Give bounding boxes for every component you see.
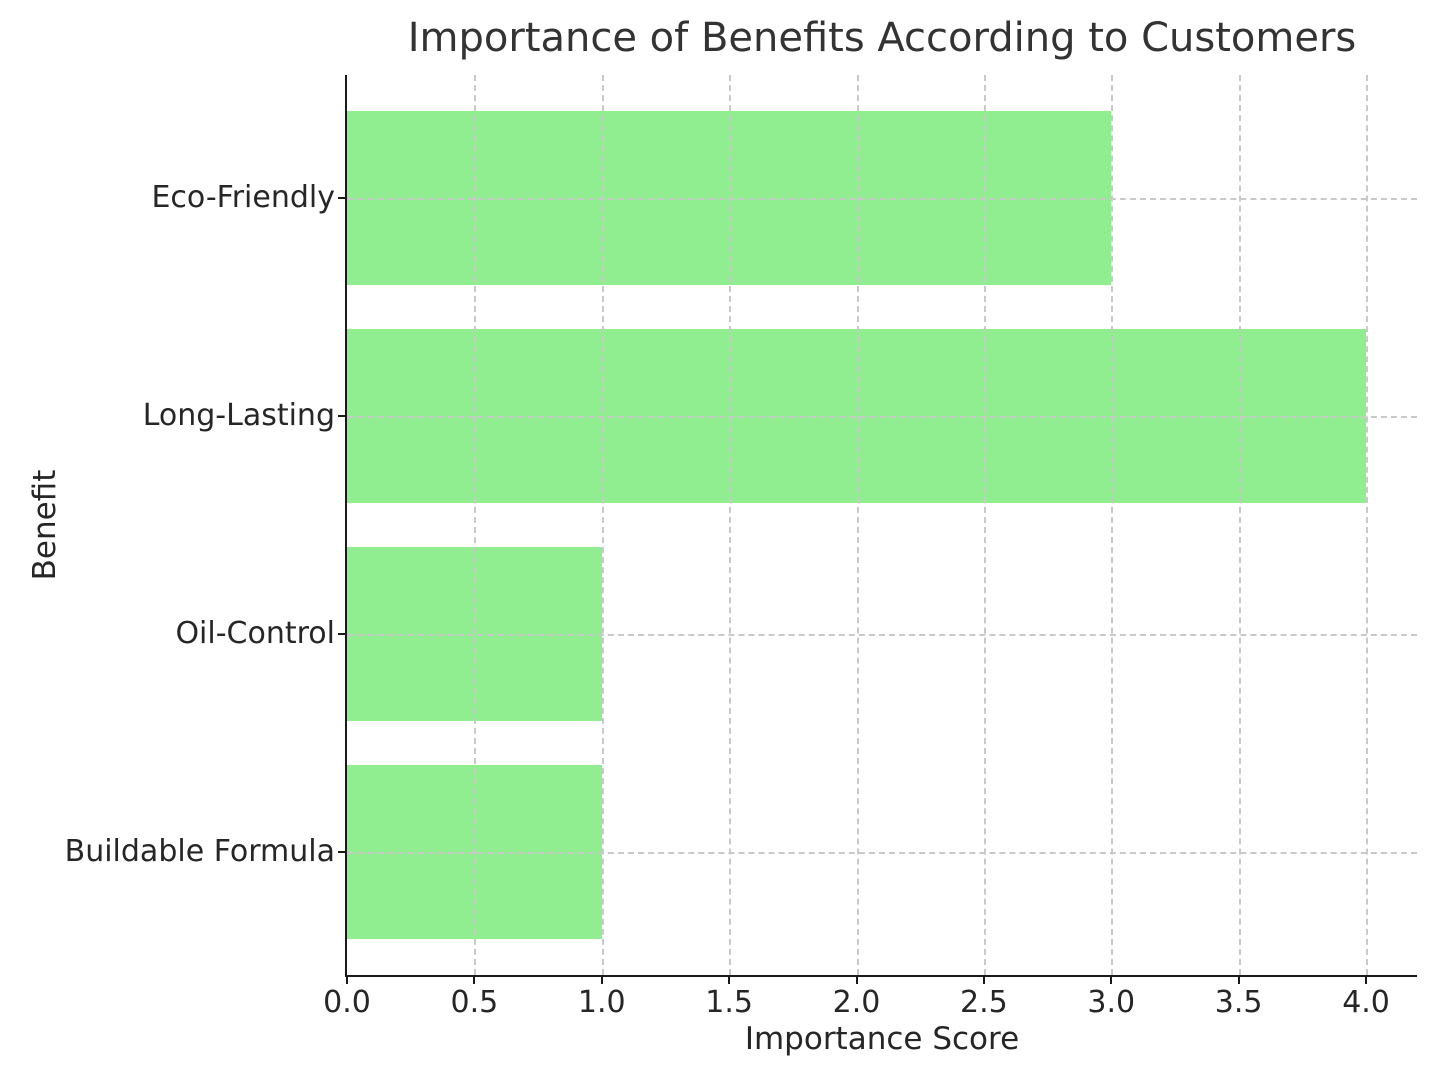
x-tick-label: 2.5: [960, 985, 1008, 1020]
y-gridline: [347, 198, 1417, 201]
x-tick-label: 2.0: [832, 985, 881, 1020]
y-gridline: [347, 633, 1417, 636]
x-gridline: [856, 75, 859, 975]
x-gridline: [1111, 75, 1114, 975]
x-tick-label: 4.0: [1342, 985, 1390, 1020]
y-tick-label: Oil-Control: [175, 615, 335, 651]
x-gridline: [1238, 75, 1241, 975]
x-tick-mark: [982, 975, 985, 984]
y-axis-spine: [345, 75, 347, 977]
x-tick-mark: [1365, 975, 1368, 984]
x-gridline: [1366, 75, 1369, 975]
x-tick-mark: [855, 975, 858, 984]
x-axis-spine: [345, 975, 1417, 977]
y-tick-mark: [338, 415, 347, 418]
y-tick-mark: [338, 197, 347, 200]
x-axis-label: Importance Score: [744, 1021, 1020, 1057]
x-tick-label: 3.0: [1087, 985, 1136, 1020]
x-tick-label: 0.5: [450, 985, 499, 1020]
x-tick-mark: [1237, 975, 1240, 984]
chart-title: Importance of Benefits According to Cust…: [407, 15, 1357, 61]
x-tick-mark: [473, 975, 476, 984]
x-gridline: [474, 75, 477, 975]
y-gridline: [347, 851, 1417, 854]
y-gridline: [347, 416, 1417, 419]
x-gridline: [983, 75, 986, 975]
y-tick-label: Buildable Formula: [64, 833, 335, 869]
x-tick-mark: [346, 975, 348, 984]
x-gridline: [729, 75, 732, 975]
x-tick-label: 1.0: [577, 985, 626, 1020]
y-tick-label: Eco-Friendly: [151, 180, 335, 216]
x-gridline: [601, 75, 604, 975]
x-tick-label: 1.5: [705, 985, 753, 1020]
y-tick-label: Long-Lasting: [142, 398, 335, 434]
x-tick-label: 0.0: [323, 985, 371, 1020]
y-axis-label: Benefit: [27, 469, 63, 581]
x-tick-mark: [600, 975, 603, 984]
plot-area: [338, 75, 1417, 984]
y-tick-mark: [338, 632, 347, 635]
x-tick-label: 3.5: [1214, 985, 1263, 1020]
y-tick-mark: [338, 850, 347, 853]
x-tick-mark: [728, 975, 731, 984]
x-tick-mark: [1110, 975, 1113, 984]
